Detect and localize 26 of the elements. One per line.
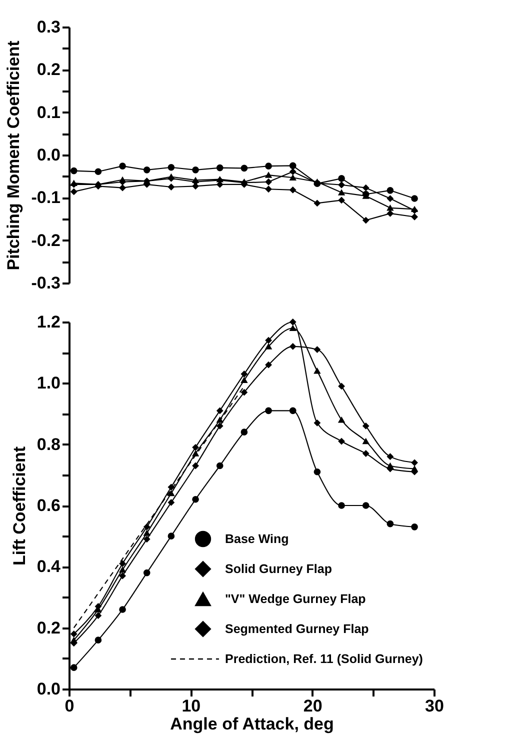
y-tick-label: 0.8 [36, 434, 60, 454]
y-tick-label: 0.0 [36, 680, 60, 698]
x-tick-label: 20 [303, 696, 322, 716]
y-tick-label: 0.1 [36, 102, 60, 122]
y-tick-label: 1.0 [36, 374, 60, 393]
legend-label: "V" Wedge Gurney Flap [225, 592, 366, 606]
y-tick-label: 0.3 [36, 18, 60, 36]
x-axis-title: Angle of Attack, deg [170, 714, 334, 734]
y-tick-label: 1.2 [36, 312, 60, 332]
y-tick-label: 0.6 [36, 496, 60, 515]
x-tick-label: 0 [64, 696, 74, 716]
legend-label: Base Wing [225, 532, 289, 546]
legend-label: Solid Gurney Flap [225, 562, 332, 576]
y-tick-label: -0.3 [31, 274, 60, 292]
y-tick-label: -0.2 [31, 230, 60, 250]
y-tick-label: 0.2 [36, 618, 60, 638]
y-tick-label: 0.4 [36, 557, 62, 576]
x-tick-label: 10 [182, 696, 201, 716]
y-axis-title: Lift Coefficient [10, 446, 29, 566]
y-tick-label: -0.1 [31, 188, 60, 208]
y-tick-label: 0.0 [36, 146, 60, 164]
y-tick-label: 0.2 [36, 60, 60, 80]
legend-label: Segmented Gurney Flap [225, 622, 370, 636]
x-tick-label: 30 [425, 696, 444, 716]
legend-label: Prediction, Ref. 11 (Solid Gurney) [225, 652, 423, 666]
y-axis-title: Pitching Moment Coefficient [4, 40, 24, 270]
